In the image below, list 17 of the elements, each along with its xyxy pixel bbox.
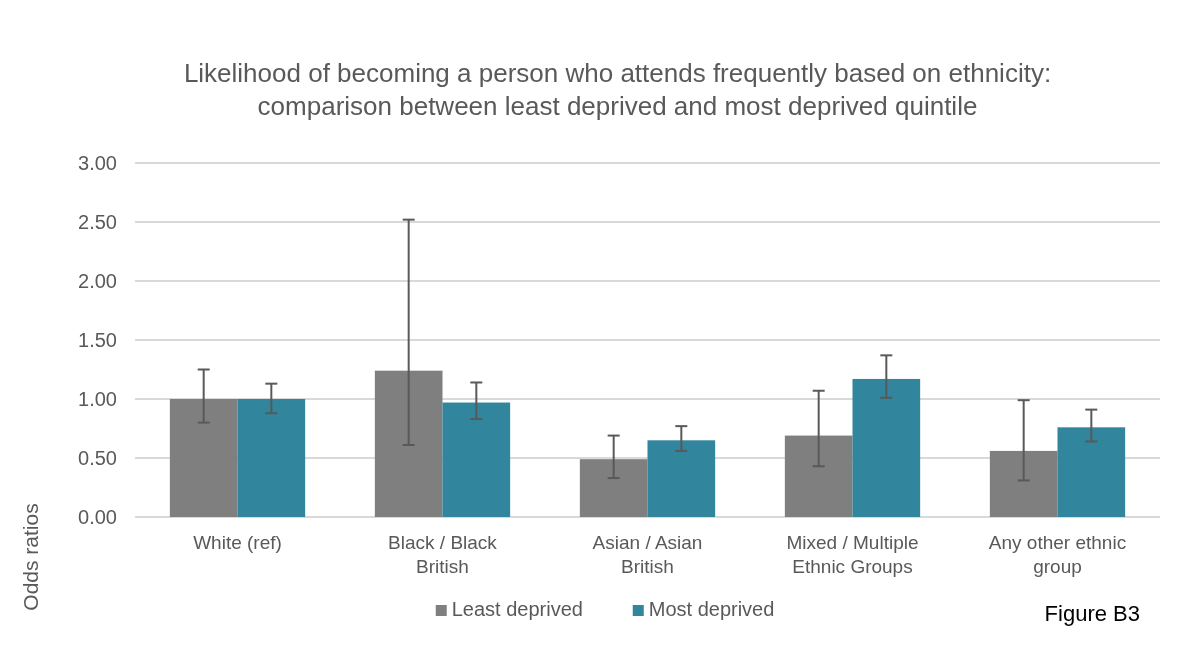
legend-label: Least deprived	[451, 598, 583, 620]
y-tick-label: 0.50	[78, 447, 117, 469]
y-tick-label: 0.00	[78, 506, 117, 528]
y-tick-label: 2.50	[78, 211, 117, 233]
x-tick-label: Asian / Asian British	[592, 532, 703, 577]
x-tick-label: Any other ethnic group	[988, 532, 1127, 577]
caption: Figure B3	[1044, 601, 1140, 626]
x-tick-label: White (ref)	[193, 532, 282, 553]
x-tick-label: Mixed / Multiple Ethnic Groups	[786, 532, 919, 577]
y-tick-label: 1.00	[78, 388, 117, 410]
y-tick-label: 2.00	[78, 270, 117, 292]
y-tick-label: 1.50	[78, 329, 117, 351]
legend-label: Most deprived	[648, 598, 775, 620]
x-tick-label: Black / Black British	[388, 532, 498, 577]
chart-title: Likelihood of becoming a person who attends frequently based on ethnicity: comparison between least deprived and most deprived quintile	[183, 58, 1052, 121]
y-tick-label: 3.00	[78, 152, 117, 174]
y-axis-title: Odds ratios	[19, 503, 42, 611]
